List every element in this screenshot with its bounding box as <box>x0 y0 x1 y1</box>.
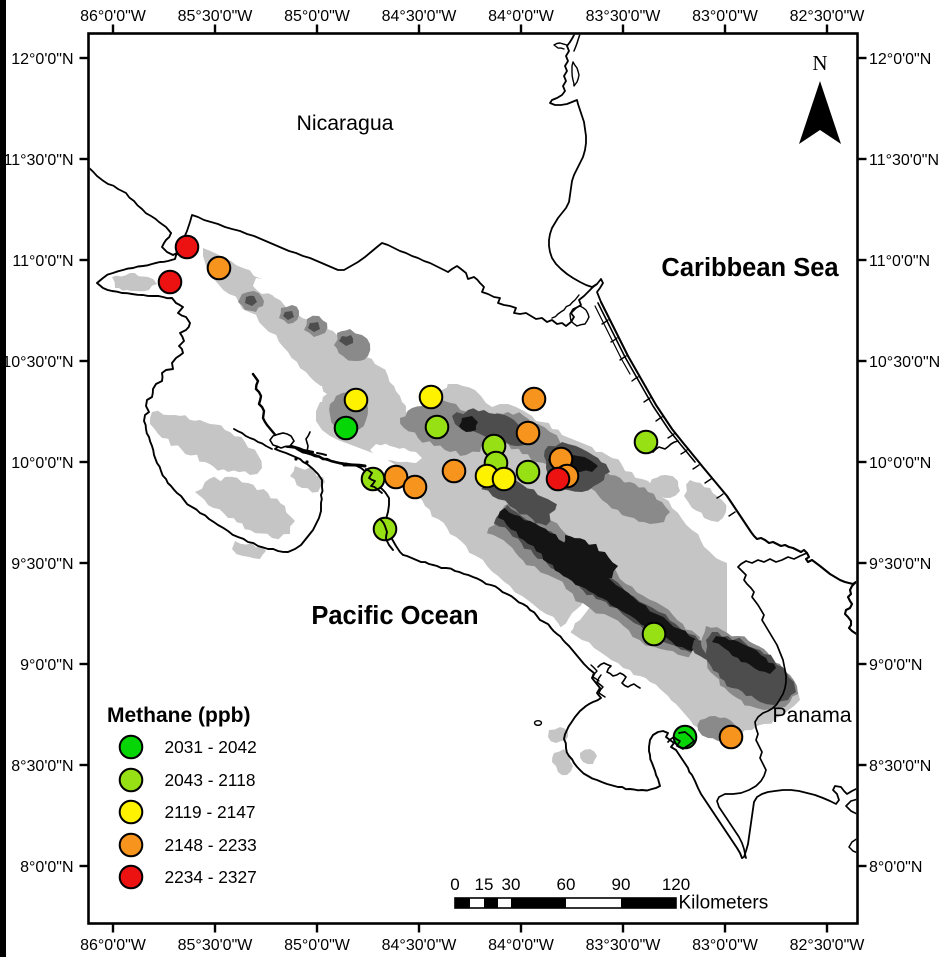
svg-text:85°0'0"W: 85°0'0"W <box>284 937 351 954</box>
svg-text:12°0'0"N: 12°0'0"N <box>869 51 931 68</box>
svg-text:86°0'0"W: 86°0'0"W <box>80 937 147 954</box>
svg-text:Pacific Ocean: Pacific Ocean <box>311 602 478 630</box>
svg-text:Methane (ppb): Methane (ppb) <box>107 704 250 727</box>
svg-text:84°30'0"W: 84°30'0"W <box>382 937 458 954</box>
svg-text:10°0'0"N: 10°0'0"N <box>11 455 73 472</box>
svg-text:85°0'0"W: 85°0'0"W <box>284 8 351 25</box>
svg-text:82°30'0"W: 82°30'0"W <box>790 8 866 25</box>
svg-text:Panama: Panama <box>772 703 851 727</box>
svg-text:30: 30 <box>502 875 521 894</box>
svg-text:11°0'0"N: 11°0'0"N <box>12 253 73 270</box>
svg-text:2234 - 2327: 2234 - 2327 <box>165 867 257 887</box>
svg-text:8°30'0"N: 8°30'0"N <box>869 758 931 775</box>
svg-text:10°0'0"N: 10°0'0"N <box>869 455 931 472</box>
svg-text:84°0'0"W: 84°0'0"W <box>488 937 555 954</box>
svg-text:Caribbean Sea: Caribbean Sea <box>661 254 839 282</box>
svg-text:82°30'0"W: 82°30'0"W <box>790 937 866 954</box>
svg-text:12°0'0"N: 12°0'0"N <box>11 51 73 68</box>
svg-text:10°30'0"N: 10°30'0"N <box>2 354 73 371</box>
svg-text:2119 - 2147: 2119 - 2147 <box>165 802 256 822</box>
svg-text:11°30'0"N: 11°30'0"N <box>869 152 939 169</box>
svg-text:8°0'0"N: 8°0'0"N <box>869 859 922 876</box>
svg-text:85°30'0"W: 85°30'0"W <box>178 937 254 954</box>
svg-text:11°30'0"N: 11°30'0"N <box>4 152 74 169</box>
svg-text:86°0'0"W: 86°0'0"W <box>80 8 147 25</box>
svg-text:83°0'0"W: 83°0'0"W <box>692 937 759 954</box>
svg-text:N: N <box>812 51 827 75</box>
svg-text:11°0'0"N: 11°0'0"N <box>869 253 930 270</box>
svg-text:8°0'0"N: 8°0'0"N <box>20 859 73 876</box>
svg-text:90: 90 <box>612 875 631 894</box>
svg-text:9°30'0"N: 9°30'0"N <box>869 556 931 573</box>
svg-text:Kilometers: Kilometers <box>679 893 769 914</box>
svg-text:83°30'0"W: 83°30'0"W <box>586 937 662 954</box>
svg-text:83°30'0"W: 83°30'0"W <box>586 8 662 25</box>
svg-text:2148 - 2233: 2148 - 2233 <box>165 835 257 855</box>
svg-text:83°0'0"W: 83°0'0"W <box>692 8 759 25</box>
svg-text:10°30'0"N: 10°30'0"N <box>869 354 940 371</box>
svg-text:84°0'0"W: 84°0'0"W <box>488 8 555 25</box>
svg-text:9°30'0"N: 9°30'0"N <box>11 556 73 573</box>
svg-text:15: 15 <box>475 875 494 894</box>
svg-text:2043 - 2118: 2043 - 2118 <box>165 770 256 790</box>
svg-text:Nicaragua: Nicaragua <box>296 111 393 135</box>
svg-text:9°0'0"N: 9°0'0"N <box>869 657 922 674</box>
svg-text:0: 0 <box>450 875 459 894</box>
svg-text:2031 - 2042: 2031 - 2042 <box>165 737 257 757</box>
svg-text:8°30'0"N: 8°30'0"N <box>11 758 73 775</box>
svg-text:85°30'0"W: 85°30'0"W <box>178 8 254 25</box>
svg-text:60: 60 <box>557 875 576 894</box>
svg-text:120: 120 <box>662 875 690 894</box>
svg-text:9°0'0"N: 9°0'0"N <box>20 657 73 674</box>
svg-text:84°30'0"W: 84°30'0"W <box>382 8 458 25</box>
